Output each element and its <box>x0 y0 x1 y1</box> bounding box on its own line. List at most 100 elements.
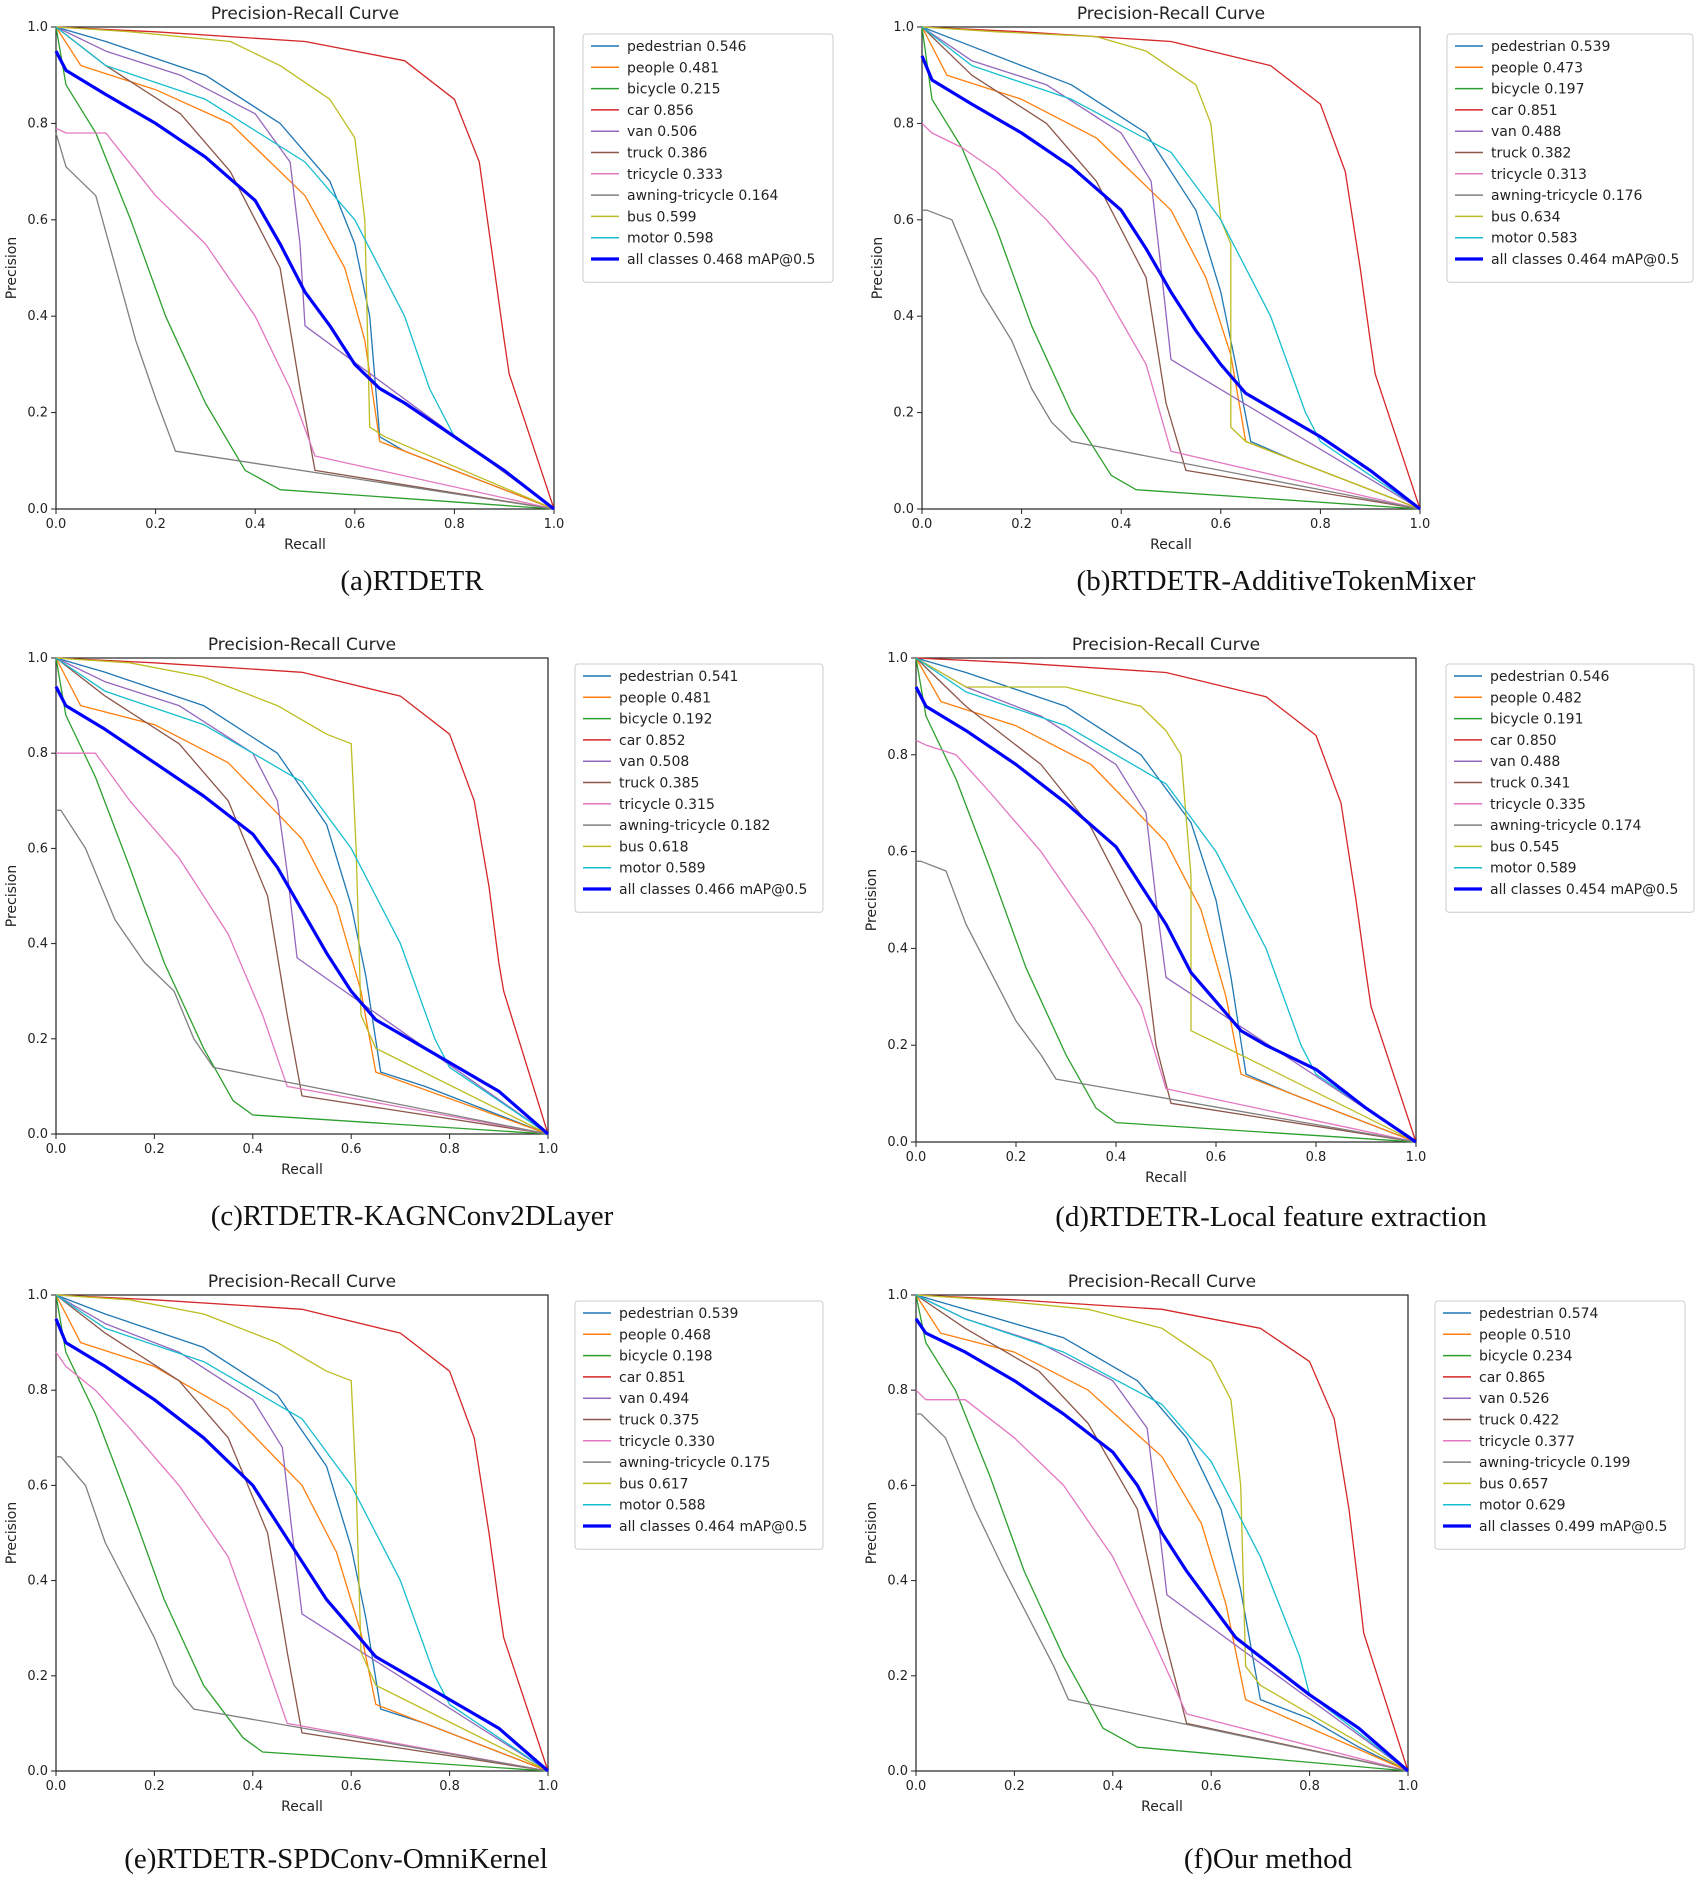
plot-frame <box>55 26 555 510</box>
series-line-0 <box>915 1294 1409 1772</box>
legend-box <box>1446 33 1694 283</box>
legend-box <box>574 663 824 913</box>
y-tick-label: 1.0 <box>887 651 908 666</box>
x-tick-label: 0.8 <box>1299 1779 1320 1794</box>
x-axis-label: Recall <box>281 1799 323 1815</box>
legend-entry: van 0.506 <box>627 124 697 140</box>
x-axis-label: Recall <box>281 1162 323 1178</box>
x-tick-label: 0.8 <box>439 1142 460 1157</box>
x-tick-label: 1.0 <box>538 1142 559 1157</box>
y-tick-label: 0.6 <box>887 845 908 860</box>
chart-panel-5: Precision-Recall Curve 0.0 0.2 0.4 0.6 0.8 1.0… <box>864 1272 1686 1875</box>
legend-entry: truck 0.386 <box>627 146 708 162</box>
x-axis-label: Recall <box>1150 537 1192 553</box>
legend-entry: car 0.865 <box>1479 1370 1546 1386</box>
x-tick-label: 0.2 <box>1006 1150 1027 1165</box>
y-tick-label: 0.0 <box>887 1764 908 1779</box>
y-tick-label: 0.2 <box>27 1669 48 1684</box>
y-tick-label: 1.0 <box>893 20 914 35</box>
panel-caption: (c)RTDETR-KAGNConv2DLayer <box>211 1200 614 1232</box>
legend-entry: car 0.850 <box>1490 733 1557 749</box>
series-line-7 <box>55 132 555 510</box>
series-line-0 <box>55 657 549 1135</box>
chart-title: Precision-Recall Curve <box>1077 4 1265 24</box>
legend-entry: people 0.481 <box>619 690 711 706</box>
chart-title: Precision-Recall Curve <box>1072 635 1260 655</box>
legend-entry: bus 0.634 <box>1491 209 1561 225</box>
series-line-5 <box>55 26 555 510</box>
series-line-10 <box>54 1318 550 1773</box>
legend-entry: motor 0.598 <box>627 231 714 247</box>
series-line-8 <box>915 1294 1409 1772</box>
x-tick-label: 0.6 <box>344 517 365 532</box>
series-line-5 <box>55 1294 549 1772</box>
x-tick-label: 0.2 <box>1004 1779 1025 1794</box>
x-tick-label: 1.0 <box>538 1779 559 1794</box>
legend-entry: awning-tricycle 0.174 <box>1490 818 1642 834</box>
x-tick-label: 0.8 <box>444 517 465 532</box>
legend-entry: bus 0.617 <box>619 1476 689 1492</box>
series-line-9 <box>915 657 1417 1143</box>
x-tick-label: 0.8 <box>439 1779 460 1794</box>
chart-title: Precision-Recall Curve <box>211 4 399 24</box>
y-tick-label: 0.4 <box>887 941 908 956</box>
legend-entry: van 0.508 <box>619 754 689 770</box>
x-tick-label: 0.0 <box>46 1779 67 1794</box>
x-tick-label: 0.2 <box>145 517 166 532</box>
x-tick-label: 1.0 <box>1406 1150 1427 1165</box>
series-line-3 <box>915 1294 1409 1772</box>
y-tick-label: 1.0 <box>887 1288 908 1303</box>
legend-entry: truck 0.382 <box>1491 146 1571 162</box>
y-tick-label: 0.4 <box>27 309 48 324</box>
legend-entry: bicycle 0.234 <box>1479 1349 1573 1365</box>
y-tick-label: 1.0 <box>27 20 48 35</box>
series-line-1 <box>921 26 1421 510</box>
series-line-4 <box>915 657 1417 1143</box>
x-tick-label: 0.6 <box>341 1142 362 1157</box>
legend-entry: awning-tricycle 0.199 <box>1479 1455 1630 1471</box>
x-tick-label: 0.4 <box>242 1142 263 1157</box>
y-tick-label: 0.8 <box>893 116 914 131</box>
series-line-7 <box>916 860 1417 1143</box>
series-line-10 <box>54 685 550 1136</box>
chart-title: Precision-Recall Curve <box>1068 1272 1256 1292</box>
chart-title: Precision-Recall Curve <box>208 1272 396 1292</box>
y-tick-label: 0.6 <box>27 213 48 228</box>
plot-frame <box>55 1294 549 1772</box>
legend-entry: bicycle 0.191 <box>1490 712 1584 728</box>
legend-entry: tricycle 0.333 <box>627 167 723 183</box>
series-line-5 <box>921 26 1421 510</box>
series-line-7 <box>56 1456 549 1772</box>
y-tick-label: 0.0 <box>887 1135 908 1150</box>
series-line-4 <box>55 1294 549 1772</box>
legend-entry: awning-tricycle 0.176 <box>1491 188 1643 204</box>
series-line-5 <box>55 657 549 1135</box>
y-tick-label: 0.8 <box>27 1383 48 1398</box>
series-line-8 <box>55 1294 549 1772</box>
chart-panel-1: Precision-Recall Curve 0.0 0.2 0.4 0.6 0.8 1.0… <box>870 4 1694 597</box>
legend-entry: pedestrian 0.539 <box>1491 39 1610 55</box>
legend-entry: all classes 0.466 mAP@0.5 <box>619 882 807 898</box>
series-line-9 <box>55 1294 549 1772</box>
y-tick-label: 0.0 <box>27 1764 48 1779</box>
x-tick-label: 0.0 <box>46 1142 67 1157</box>
x-tick-label: 0.6 <box>1210 517 1231 532</box>
panel-caption: (f)Our method <box>1184 1843 1353 1875</box>
y-tick-label: 0.2 <box>887 1669 908 1684</box>
x-tick-label: 0.4 <box>1106 1150 1127 1165</box>
legend-entry: van 0.488 <box>1490 754 1560 770</box>
y-tick-label: 0.4 <box>27 1574 48 1589</box>
x-tick-label: 0.2 <box>144 1142 165 1157</box>
legend-entry: bus 0.657 <box>1479 1476 1549 1492</box>
series-line-6 <box>921 122 1421 510</box>
series-line-7 <box>916 1413 1409 1772</box>
series-line-5 <box>915 657 1417 1143</box>
legend-entry: pedestrian 0.546 <box>627 39 747 55</box>
x-tick-label: 0.6 <box>1201 1779 1222 1794</box>
chart-panel-2: Precision-Recall Curve 0.0 0.2 0.4 0.6 0.8 1.0… <box>4 635 824 1232</box>
x-axis-label: Recall <box>1145 1170 1187 1186</box>
x-tick-label: 1.0 <box>1410 517 1431 532</box>
series-line-8 <box>55 657 549 1135</box>
chart-panel-3: Precision-Recall Curve 0.0 0.2 0.4 0.6 0.8 1.0… <box>864 635 1695 1233</box>
legend-entry: van 0.488 <box>1491 124 1561 140</box>
